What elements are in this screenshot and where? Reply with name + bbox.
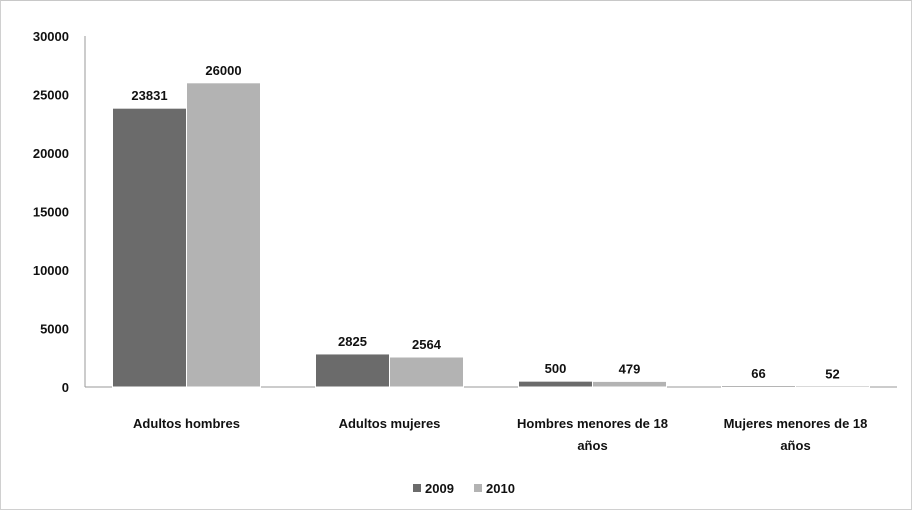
bar-2009 [518, 380, 593, 388]
y-tick-label: 5000 [40, 322, 69, 337]
legend-label: 2010 [486, 481, 515, 496]
y-tick-label: 15000 [33, 205, 69, 220]
bar-2010 [389, 356, 464, 388]
data-label: 52 [825, 366, 839, 381]
x-category-label: Hombres menores de 18 [517, 416, 668, 431]
y-tick-label: 0 [62, 380, 69, 395]
x-category-label: Adultos mujeres [339, 416, 441, 431]
bar-2010 [592, 380, 667, 388]
y-tick-label: 20000 [33, 146, 69, 161]
data-label: 2825 [338, 334, 367, 349]
legend-swatch-2009 [413, 484, 421, 492]
bar-2009 [721, 385, 796, 388]
legend-label: 2009 [425, 481, 454, 496]
y-tick-label: 30000 [33, 29, 69, 44]
data-label: 500 [545, 361, 567, 376]
data-label: 2564 [412, 337, 442, 352]
y-tick-label: 25000 [33, 88, 69, 103]
data-label: 23831 [131, 88, 167, 103]
bar-2009 [315, 353, 390, 388]
x-category-label: Adultos hombres [133, 416, 240, 431]
bar-2010 [795, 385, 870, 388]
x-category-label: Mujeres menores de 18 [724, 416, 868, 431]
x-category-label: años [577, 438, 607, 453]
legend-swatch-2010 [474, 484, 482, 492]
bar-2009 [112, 107, 187, 388]
data-label: 66 [751, 366, 765, 381]
data-label: 479 [619, 361, 641, 376]
x-category-label: años [780, 438, 810, 453]
data-label: 26000 [205, 63, 241, 78]
bar-2010 [186, 82, 261, 388]
y-tick-label: 10000 [33, 263, 69, 278]
